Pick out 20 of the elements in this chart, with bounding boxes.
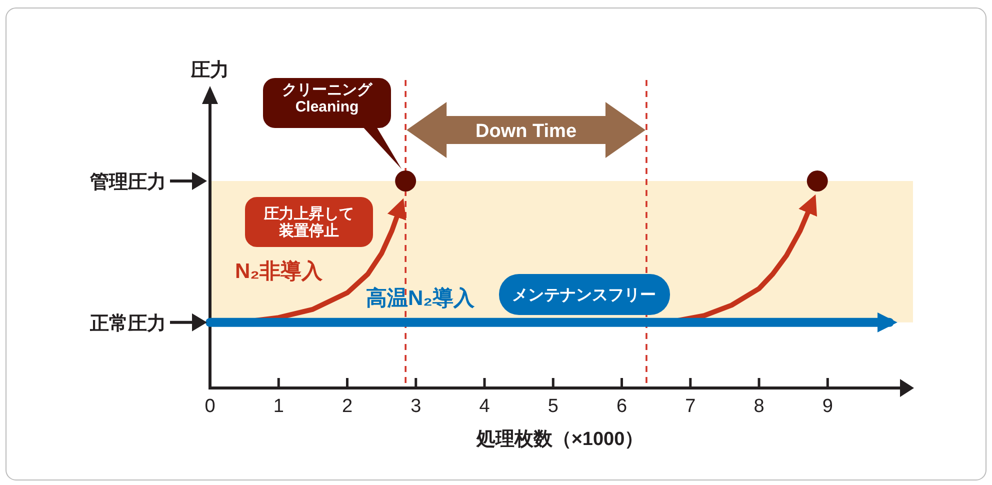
x-tick-label: 1	[273, 396, 284, 417]
x-tick-label: 8	[754, 396, 764, 417]
x-tick-label: 4	[479, 396, 490, 417]
x-tick-label: 0	[204, 396, 216, 417]
series-label: 高温N₂導入	[366, 286, 476, 310]
series-label: N₂非導入	[235, 259, 324, 283]
text: 圧力	[190, 59, 229, 81]
x-tick-label: 9	[822, 396, 833, 417]
text: 管理圧力	[89, 171, 166, 193]
text: Down Time	[476, 121, 577, 142]
text: 正常圧力	[89, 312, 166, 334]
x-tick-label: 3	[410, 396, 422, 417]
x-tick-label: 5	[548, 396, 558, 417]
annotation: メンテナンスフリー	[512, 287, 656, 304]
x-tick-label: 7	[685, 396, 696, 417]
x-tick-label: 6	[616, 396, 628, 417]
x-axis-title: 処理枚数（×1000）	[475, 429, 644, 450]
annotation: 圧力上昇して装置停止	[263, 205, 354, 240]
x-tick-label: 2	[342, 396, 353, 417]
text: クリーニング Cleaning	[282, 81, 373, 116]
